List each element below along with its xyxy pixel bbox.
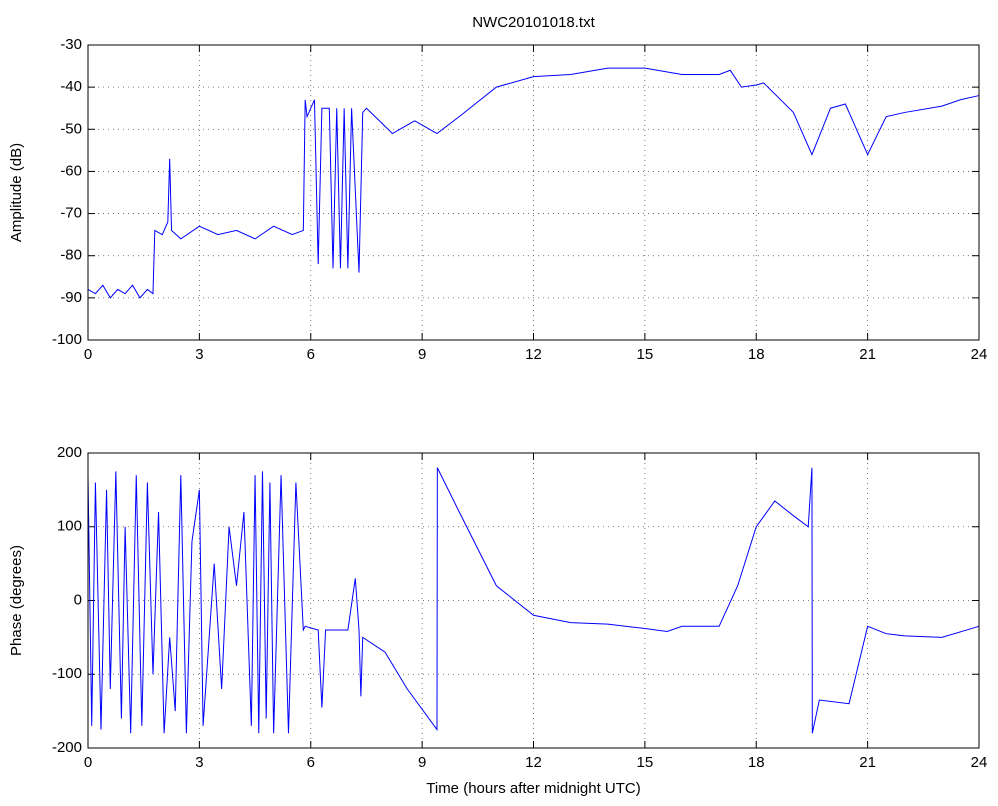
x-tick-label: 3 <box>195 754 203 771</box>
y-tick-label: 0 <box>74 591 82 608</box>
y-tick-label: -80 <box>60 247 82 264</box>
y-tick-label: -200 <box>52 739 82 756</box>
y-tick-label: -90 <box>60 289 82 306</box>
data-line <box>87 467 980 734</box>
y-axis-label: Amplitude (dB) <box>8 143 25 242</box>
x-tick-label: 24 <box>971 754 988 771</box>
y-tick-label: -100 <box>52 331 82 348</box>
x-tick-label: 6 <box>307 346 315 363</box>
y-tick-label: -70 <box>60 205 82 222</box>
x-tick-label: 18 <box>748 346 765 363</box>
axes-box <box>87 452 980 749</box>
x-tick-label: 6 <box>307 754 315 771</box>
x-tick-label: 9 <box>418 346 426 363</box>
x-tick-label: 9 <box>418 754 426 771</box>
x-tick-label: 15 <box>637 346 654 363</box>
x-tick-label: 15 <box>637 754 654 771</box>
y-tick-label: -40 <box>60 78 82 95</box>
x-tick-label: 0 <box>84 346 92 363</box>
y-tick-label: -30 <box>60 36 82 53</box>
x-tick-label: 24 <box>971 346 988 363</box>
chart-title: NWC20101018.txt <box>472 14 595 31</box>
x-tick-label: 3 <box>195 346 203 363</box>
y-tick-label: -100 <box>52 665 82 682</box>
data-line <box>87 67 980 299</box>
x-axis-label: Time (hours after midnight UTC) <box>426 780 641 797</box>
y-tick-label: 200 <box>57 444 82 461</box>
x-tick-label: 21 <box>859 346 876 363</box>
y-tick-label: -50 <box>60 120 82 137</box>
x-tick-label: 12 <box>525 754 542 771</box>
x-tick-label: 12 <box>525 346 542 363</box>
x-tick-label: 0 <box>84 754 92 771</box>
x-tick-label: 18 <box>748 754 765 771</box>
y-axis-label: Phase (degrees) <box>8 545 25 656</box>
y-tick-label: -60 <box>60 162 82 179</box>
y-tick-label: 100 <box>57 518 82 535</box>
axes-box <box>87 44 980 341</box>
x-tick-label: 21 <box>859 754 876 771</box>
